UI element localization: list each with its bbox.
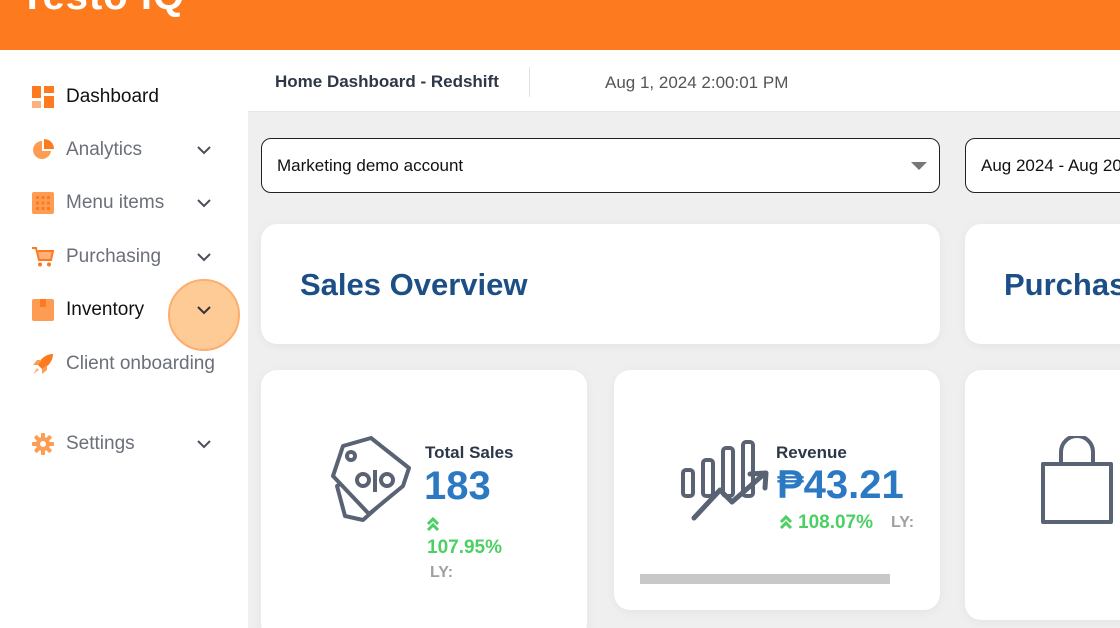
sales-overview-title: Sales Overview <box>300 267 528 302</box>
revenue-ly: LY: <box>891 514 915 531</box>
revenue-value: ₱43.21 <box>777 463 904 507</box>
sidebar-item-menu-items[interactable]: Menu items <box>32 183 232 223</box>
total-sales-ly: LY: <box>430 564 454 581</box>
sidebar: Dashboard Analytics Menu items <box>0 50 248 628</box>
pie-chart-icon <box>32 139 54 161</box>
sales-overview-card: Sales Overview <box>261 224 940 344</box>
sidebar-item-purchasing[interactable]: Purchasing <box>32 237 232 277</box>
revenue-change: 108.07% <box>798 512 874 533</box>
sidebar-item-label: Inventory <box>66 299 145 320</box>
dashboard-icon <box>32 86 54 108</box>
shopping-bag-icon <box>1039 434 1115 531</box>
sidebar-item-inventory[interactable]: Inventory <box>32 290 232 330</box>
sidebar-item-label: Dashboard <box>66 86 159 107</box>
double-chevron-up-icon <box>779 514 793 535</box>
chevron-down-icon[interactable] <box>192 298 216 322</box>
dropdown-caret-icon[interactable] <box>911 162 927 170</box>
account-select[interactable]: Marketing demo account <box>261 138 940 193</box>
sidebar-item-label: Analytics <box>66 139 143 160</box>
brand-logo[interactable]: Testo IQ <box>20 0 185 19</box>
chevron-down-icon[interactable] <box>192 191 216 215</box>
double-chevron-up-icon <box>426 516 440 537</box>
rocket-icon <box>32 353 54 375</box>
total-sales-card: Total Sales 183 107.95% LY: <box>261 370 587 628</box>
box-icon <box>32 299 54 321</box>
sidebar-item-client-onboarding[interactable] <box>32 344 232 384</box>
header-divider <box>529 67 530 97</box>
click-highlight <box>168 279 240 351</box>
sidebar-item-label: Client onboarding <box>66 353 215 374</box>
account-select-value: Marketing demo account <box>277 155 464 175</box>
total-sales-value: 183 <box>424 464 491 508</box>
growth-chart-icon <box>680 440 772 527</box>
chevron-down-icon[interactable] <box>192 432 216 456</box>
price-tag-icon <box>329 436 415 529</box>
revenue-progress-bar <box>640 574 890 584</box>
revenue-label: Revenue <box>776 443 847 462</box>
revenue-card: Revenue ₱43.21 108.07% LY: <box>614 370 940 610</box>
chevron-down-icon[interactable] <box>192 138 216 162</box>
top-bar: Testo IQ <box>0 0 1120 50</box>
purchasing-overview-card: Purchasing Overview <box>965 224 1120 344</box>
cart-icon <box>32 246 54 268</box>
chevron-down-icon[interactable] <box>192 245 216 269</box>
grid-icon <box>32 192 54 214</box>
date-range-select[interactable]: Aug 2024 - Aug 2025 <box>965 138 1120 193</box>
total-sales-label: Total Sales <box>425 443 514 462</box>
page-title: Home Dashboard - Redshift <box>275 72 499 91</box>
sidebar-item-settings[interactable]: Settings <box>32 424 232 464</box>
sidebar-item-label: Menu items <box>66 192 165 213</box>
date-range-value: Aug 2024 - Aug 2025 <box>981 155 1120 175</box>
sidebar-item-label: Purchasing <box>66 246 162 267</box>
sidebar-item-label: Settings <box>66 433 135 454</box>
gear-icon <box>32 433 54 455</box>
sidebar-item-analytics[interactable]: Analytics <box>32 130 232 170</box>
page-header: Home Dashboard - Redshift Aug 1, 2024 2:… <box>248 50 1120 112</box>
sidebar-item-dashboard[interactable]: Dashboard <box>32 77 232 117</box>
header-timestamp: Aug 1, 2024 2:00:01 PM <box>605 73 789 92</box>
purchasing-metric-card <box>965 370 1120 620</box>
total-sales-change: 107.95% <box>427 537 503 558</box>
purchasing-overview-title: Purchasing Overview <box>1004 267 1120 302</box>
